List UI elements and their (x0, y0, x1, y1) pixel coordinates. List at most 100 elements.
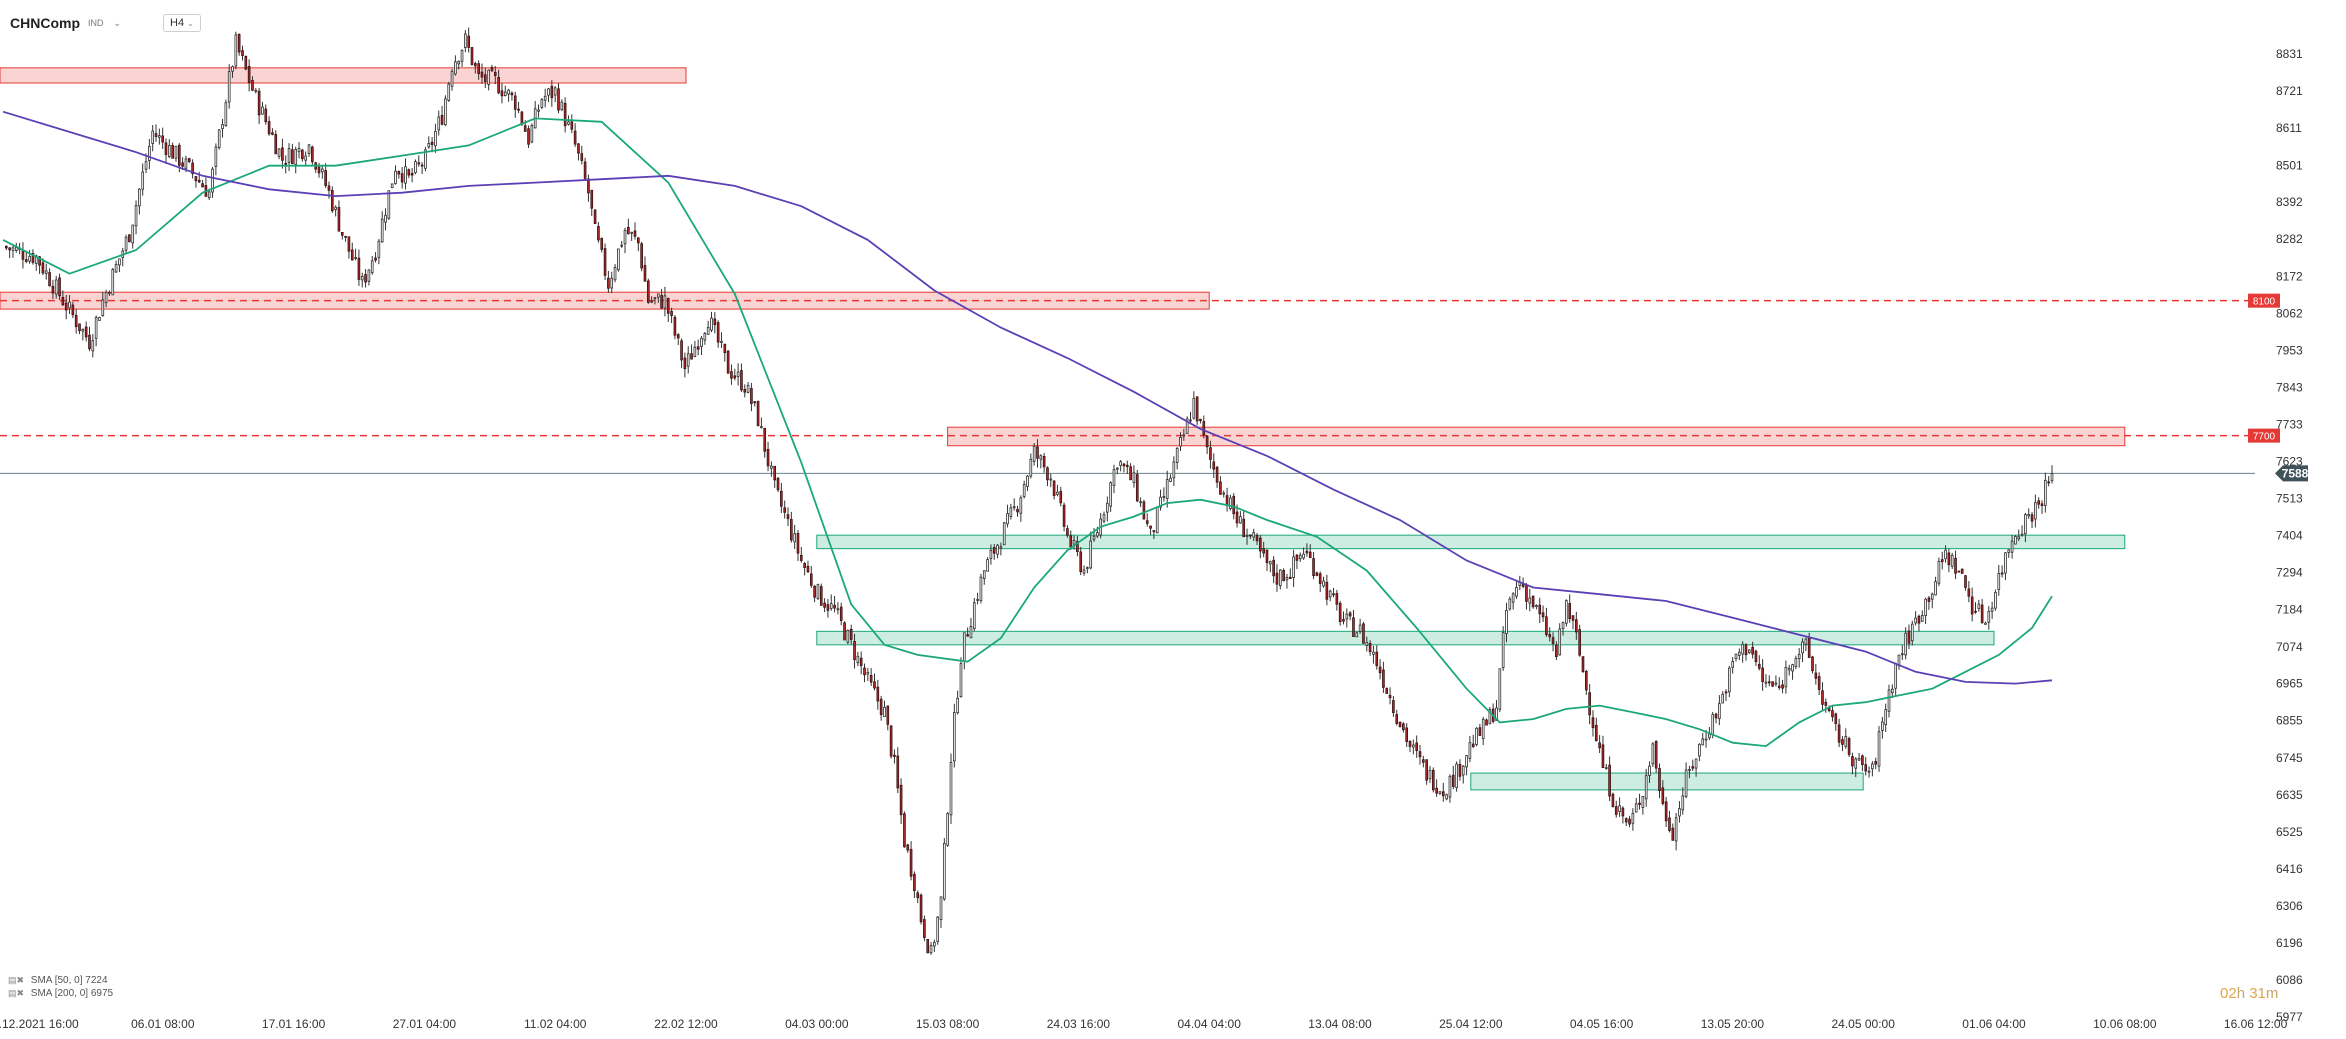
legend-sma200[interactable]: ▤✖ SMA [200, 0] 6975 (8, 987, 113, 1000)
candle-down (480, 71, 484, 78)
candle-up (1984, 622, 1987, 625)
candle-up (1495, 707, 1498, 721)
candle-up (760, 426, 763, 428)
candle-up (151, 130, 154, 144)
candle-down (1591, 717, 1595, 729)
y-tick-label: 8172 (2276, 269, 2303, 283)
candle-up (1082, 569, 1086, 574)
candle-up (1172, 461, 1176, 479)
candle-down (1422, 759, 1425, 763)
candle-down (407, 169, 411, 176)
candle-down (397, 170, 401, 175)
candle-down (337, 207, 341, 232)
candle-down (78, 323, 81, 332)
candle-up (1468, 742, 1472, 759)
candle-up (1475, 727, 1478, 745)
y-axis: 8831 8721 8611 8501 8392 8282 8172 8062 7953 7843… (2248, 47, 2309, 1024)
indicator-icon: ▤✖ (8, 975, 25, 985)
x-tick-label: 13.05 20:00 (1701, 1017, 1765, 1031)
candle-up (1791, 664, 1794, 672)
candle-up (1914, 617, 1917, 624)
candle-up (144, 161, 148, 170)
candle-up (297, 148, 301, 153)
candle-up (1175, 447, 1179, 463)
candle-up (1229, 497, 1232, 510)
candle-down (1305, 550, 1309, 554)
legend-sma50[interactable]: ▤✖ SMA [50, 0] 7224 (8, 974, 113, 987)
candle-up (1561, 622, 1565, 629)
candle-up (390, 183, 394, 189)
candle-down (467, 35, 470, 48)
x-tick-label: 22.02 12:00 (654, 1017, 718, 1031)
candle-up (746, 385, 750, 393)
candle-up (1269, 561, 1272, 565)
candle-up (98, 317, 101, 321)
candle-up (1049, 478, 1053, 481)
symbol-name[interactable]: CHNComp (10, 15, 80, 31)
chevron-down-icon[interactable]: ⌄ (113, 17, 122, 28)
timeframe-select[interactable]: H4 ⌄ (163, 14, 201, 32)
candle-up (287, 148, 291, 163)
candle-down (1821, 690, 1824, 705)
candle-down (191, 162, 194, 175)
candle-down (74, 314, 78, 328)
candle-down (154, 133, 158, 137)
candle-up (507, 89, 510, 95)
candle-up (1192, 398, 1196, 419)
candle-down (1767, 681, 1771, 684)
y-tick-label: 6086 (2276, 973, 2303, 987)
candle-up (1944, 549, 1947, 560)
candle-up (1465, 755, 1468, 768)
candle-up (1096, 532, 1099, 537)
candle-down (1555, 644, 1558, 657)
candle-up (1239, 516, 1242, 524)
candle-down (344, 235, 347, 238)
y-tick-label: 5977 (2276, 1010, 2303, 1024)
candle-down (1335, 593, 1339, 605)
candle-up (1252, 532, 1256, 538)
candle-up (1997, 573, 2001, 591)
candle-up (1072, 539, 1076, 545)
candle-down (643, 265, 647, 282)
candle-up (1189, 419, 1192, 422)
candle-up (1222, 492, 1226, 495)
candle-down (1066, 528, 1069, 536)
candle-down (1079, 551, 1083, 573)
candle-down (1668, 817, 1671, 831)
candle-down (493, 71, 497, 76)
candle-up (1884, 709, 1887, 725)
candle-up (1488, 709, 1492, 724)
candle-down (1485, 719, 1488, 726)
candle-down (84, 326, 88, 338)
candle-down (1275, 572, 1279, 585)
countdown-hours: 02 (2220, 985, 2237, 1002)
candle-down (1980, 604, 1984, 623)
candle-down (1402, 723, 1405, 731)
candle-up (294, 149, 298, 165)
candle-down (517, 108, 520, 111)
x-tick-label: 10.06 08:00 (2093, 1017, 2157, 1031)
candle-down (161, 135, 164, 143)
candle-up (613, 267, 617, 281)
candle-down (327, 185, 331, 191)
candle-down (88, 334, 91, 350)
candle-down (1142, 501, 1146, 520)
candle-down (1834, 713, 1838, 724)
candle-down (1761, 667, 1764, 683)
candle-down (773, 465, 777, 481)
candle-up (1871, 763, 1874, 770)
candle-up (460, 49, 464, 62)
candle-up (221, 124, 224, 129)
candle-up (1910, 623, 1914, 642)
candle-down (557, 88, 560, 111)
candle-up (261, 106, 264, 115)
candle-down (1658, 768, 1661, 792)
candle-down (859, 657, 863, 666)
y-tick-label: 8282 (2276, 232, 2303, 246)
candle-up (1535, 605, 1538, 607)
candle-up (1445, 794, 1448, 800)
candle-down (181, 162, 184, 167)
candle-up (1002, 522, 1006, 546)
candle-down (1255, 535, 1259, 542)
